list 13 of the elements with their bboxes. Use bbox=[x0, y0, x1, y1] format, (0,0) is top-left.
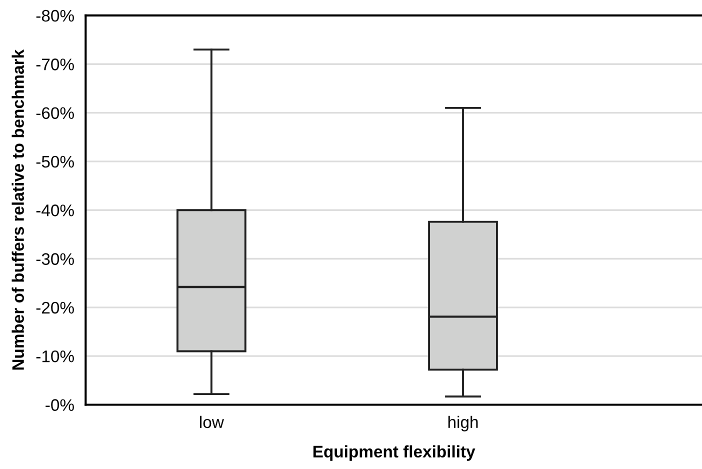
y-tick-label: -30% bbox=[36, 253, 74, 265]
y-tick-label: -10% bbox=[36, 350, 74, 362]
y-tick-label: -80% bbox=[36, 10, 74, 22]
x-tick-label: low bbox=[200, 416, 224, 428]
y-tick-label: -70% bbox=[36, 58, 74, 70]
y-tick-label: -50% bbox=[36, 156, 74, 168]
y-axis-title: Number of buffers relative to benchmark bbox=[12, 49, 24, 370]
y-tick-label: -0% bbox=[46, 399, 74, 411]
x-tick-label: high bbox=[448, 416, 478, 432]
y-tick-label: -40% bbox=[36, 204, 74, 216]
x-axis-title: Equipment flexibility bbox=[313, 445, 476, 461]
y-tick-label: -60% bbox=[36, 107, 74, 119]
y-tick-label: -20% bbox=[36, 302, 74, 314]
